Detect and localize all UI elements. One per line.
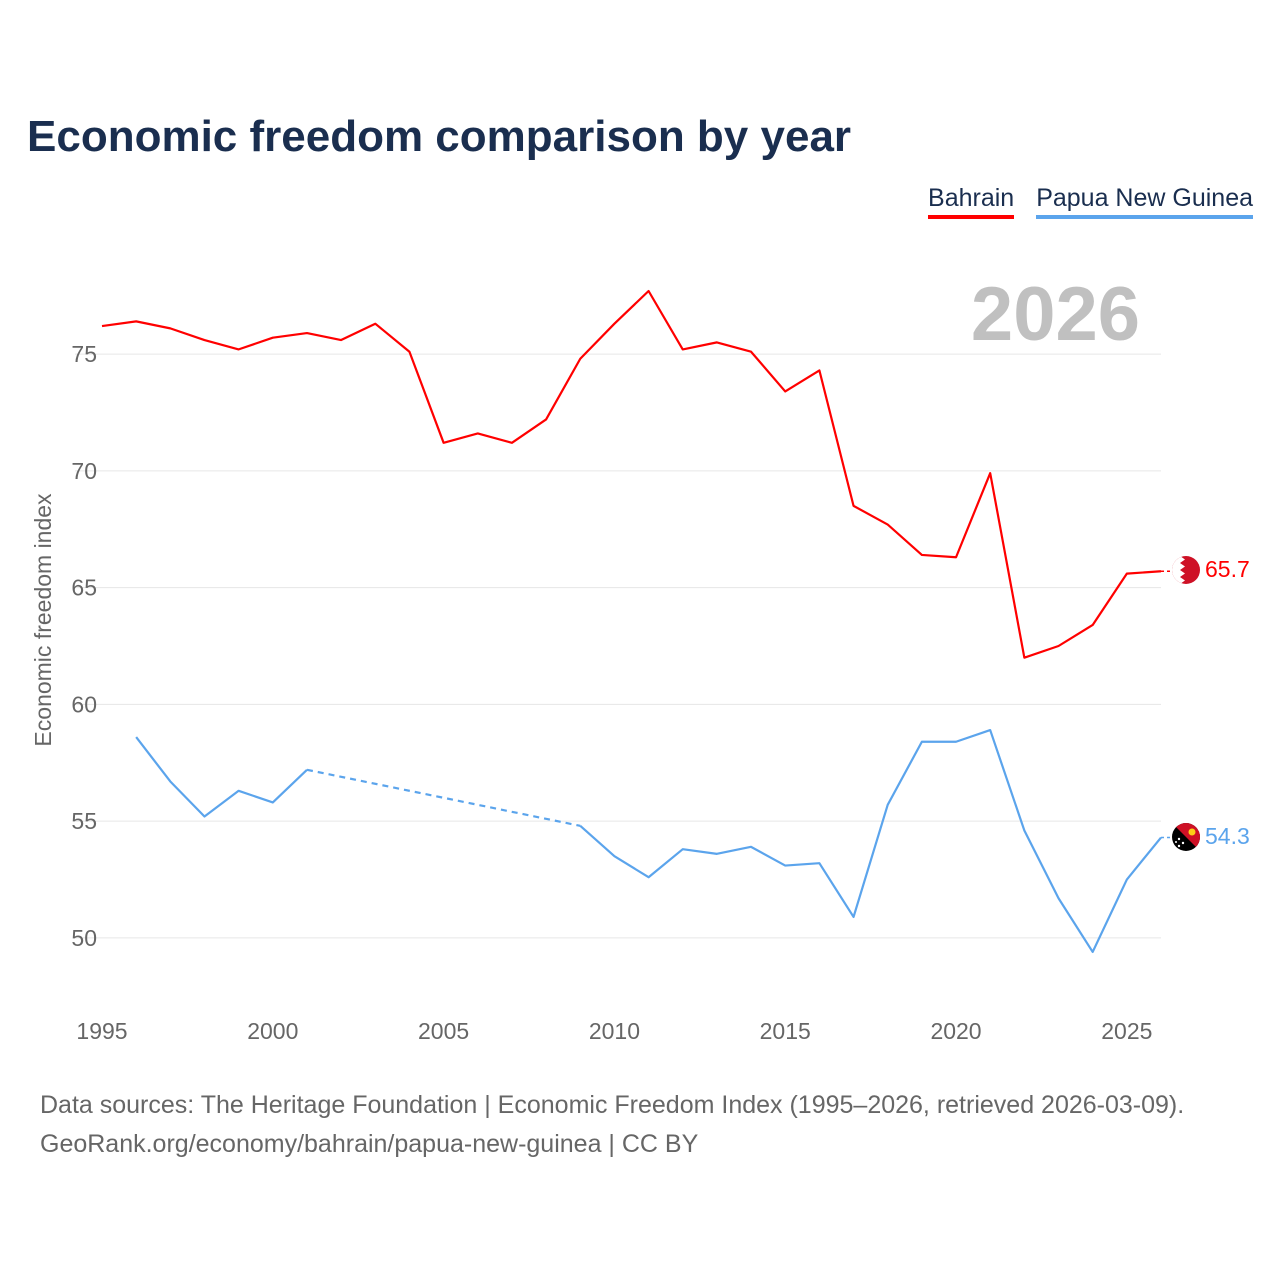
attribution-link[interactable]: GeoRank.org/economy/bahrain/papua-new-gu… <box>40 1130 699 1158</box>
bahrain-point <box>749 350 753 354</box>
bahrain-point <box>817 368 821 372</box>
bahrain-point <box>237 347 241 351</box>
papua-new-guinea-point <box>954 740 958 744</box>
bahrain-end-label: 65.7 <box>1205 556 1250 582</box>
bahrain-point <box>134 319 138 323</box>
papua-new-guinea-point <box>920 740 924 744</box>
bahrain-point <box>886 523 890 527</box>
papua-new-guinea-point <box>1022 829 1026 833</box>
bahrain-point <box>510 441 514 445</box>
papua-new-guinea-point <box>271 800 275 804</box>
data-source-text: Data sources: The Heritage Foundation | … <box>40 1091 1185 1119</box>
png-end-label: 54.3 <box>1205 823 1250 849</box>
bahrain-point <box>1022 656 1026 660</box>
y-axis-label: Economic freedom index <box>30 493 56 747</box>
papua-new-guinea-point <box>647 875 651 879</box>
x-tick-label: 1995 <box>76 1018 127 1044</box>
y-tick-label: 70 <box>71 458 97 484</box>
papua-new-guinea-point <box>305 768 309 772</box>
papua-new-guinea-point <box>1091 950 1095 954</box>
papua-new-guinea-point <box>749 845 753 849</box>
papua-new-guinea-point <box>681 847 685 851</box>
papua-new-guinea-line <box>135 736 308 818</box>
bahrain-point <box>783 389 787 393</box>
papua-new-guinea-point <box>852 915 856 919</box>
papua-new-guinea-point <box>237 789 241 793</box>
y-tick-label: 50 <box>71 925 97 951</box>
footer: Data sources: The Heritage Foundation | … <box>40 1086 1184 1164</box>
bahrain-flag-icon <box>1172 556 1200 584</box>
bahrain-point <box>920 553 924 557</box>
legend: Bahrain Papua New Guinea <box>928 184 1253 219</box>
papua-new-guinea-point <box>783 864 787 868</box>
legend-bahrain[interactable]: Bahrain <box>928 184 1015 219</box>
papua-new-guinea-point <box>715 852 719 856</box>
papua-new-guinea-line <box>579 728 1162 954</box>
y-tick-label: 60 <box>71 691 97 717</box>
papua-new-guinea-point <box>578 824 582 828</box>
bahrain-point <box>1125 572 1129 576</box>
bahrain-point <box>373 322 377 326</box>
papua-new-guinea-point <box>988 728 992 732</box>
papua-new-guinea-point <box>886 803 890 807</box>
papua-new-guinea-point <box>1125 878 1129 882</box>
papua-new-guinea-gap-line <box>306 768 581 827</box>
papua-new-guinea-point <box>168 779 172 783</box>
bahrain-point <box>168 326 172 330</box>
papua-new-guinea-point <box>1057 896 1061 900</box>
bahrain-point <box>442 441 446 445</box>
y-tick-label: 55 <box>71 808 97 834</box>
bahrain-point <box>715 340 719 344</box>
bahrain-point <box>339 338 343 342</box>
bahrain-point <box>407 350 411 354</box>
y-tick-label: 75 <box>71 341 97 367</box>
bahrain-line <box>101 289 1162 659</box>
bahrain-point <box>612 322 616 326</box>
papua-new-guinea-point <box>134 735 138 739</box>
bahrain-point <box>1057 644 1061 648</box>
bahrain-point <box>988 471 992 475</box>
papua-new-guinea-flag-icon <box>1172 823 1200 851</box>
bahrain-point <box>1091 623 1095 627</box>
bahrain-point <box>100 324 104 328</box>
x-tick-label: 2005 <box>418 1018 469 1044</box>
x-tick-label: 2010 <box>589 1018 640 1044</box>
papua-new-guinea-point <box>202 814 206 818</box>
bahrain-point <box>954 555 958 559</box>
papua-new-guinea-point <box>817 861 821 865</box>
bahrain-point <box>647 289 651 293</box>
x-tick-label: 2020 <box>930 1018 981 1044</box>
bahrain-point <box>578 357 582 361</box>
bahrain-point <box>202 338 206 342</box>
bahrain-point <box>852 504 856 508</box>
bahrain-point <box>305 331 309 335</box>
x-tick-label: 2015 <box>760 1018 811 1044</box>
bahrain-point <box>544 417 548 421</box>
y-tick-label: 65 <box>71 575 97 601</box>
chart-title: Economic freedom comparison by year <box>27 112 852 161</box>
x-tick-label: 2025 <box>1101 1018 1152 1044</box>
bahrain-point <box>476 431 480 435</box>
x-tick-label: 2000 <box>247 1018 298 1044</box>
year-watermark: 2026 <box>971 272 1140 357</box>
bahrain-point <box>681 347 685 351</box>
bahrain-point <box>271 336 275 340</box>
papua-new-guinea-point <box>612 854 616 858</box>
legend-papua-new-guinea[interactable]: Papua New Guinea <box>1036 184 1253 219</box>
